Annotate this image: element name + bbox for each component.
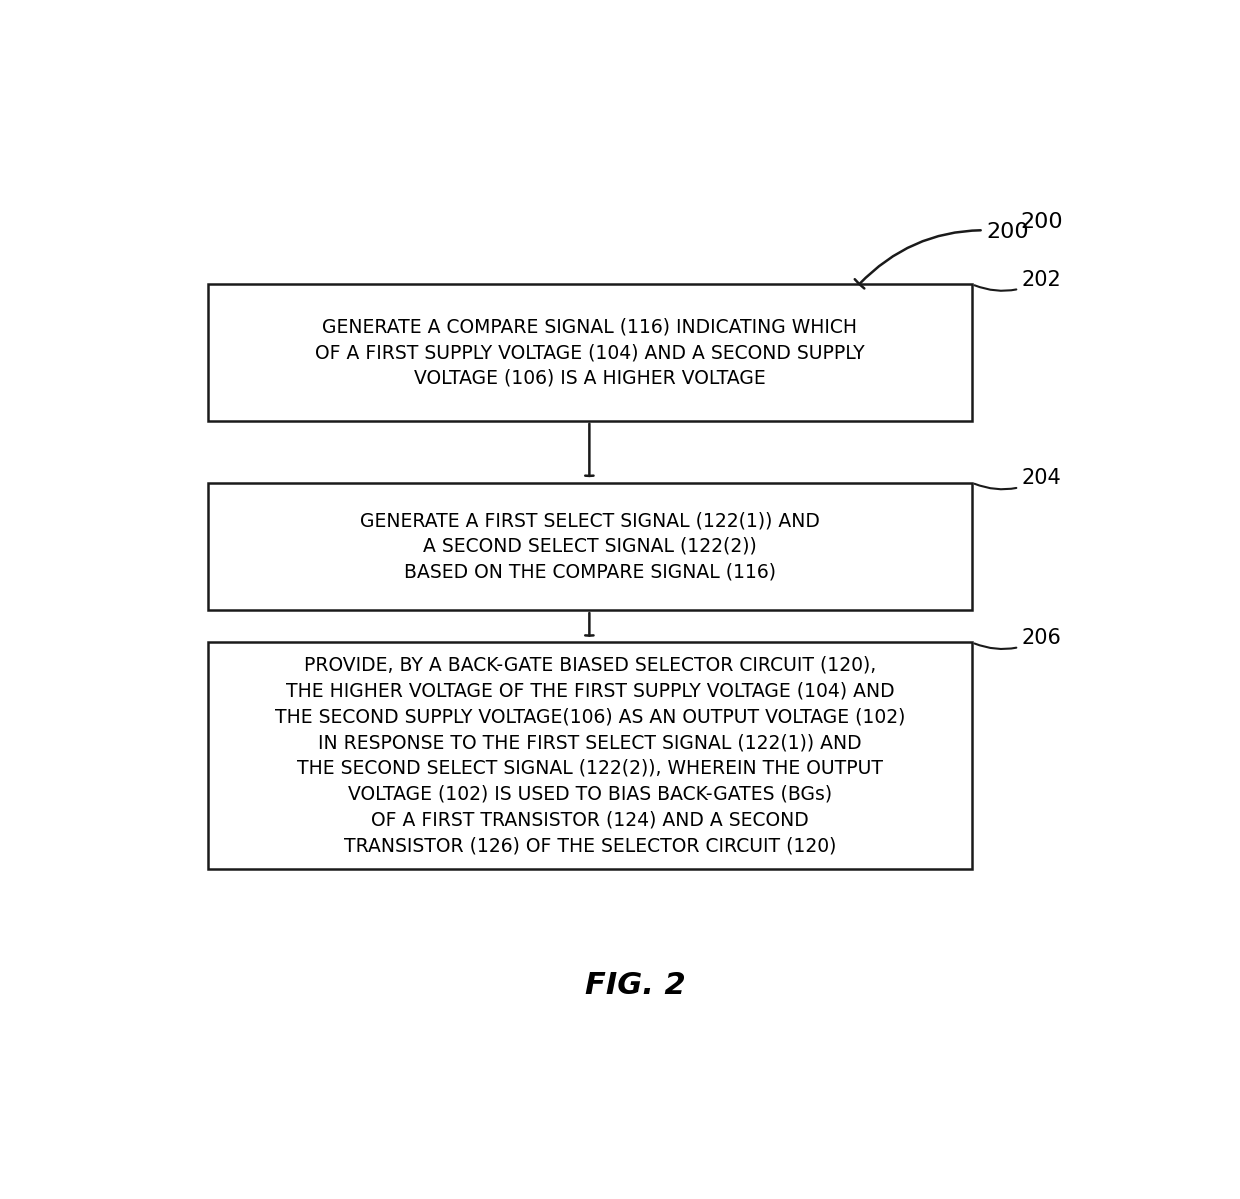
Text: 200: 200 bbox=[1019, 212, 1063, 233]
Text: 206: 206 bbox=[975, 628, 1061, 649]
Text: FIG. 2: FIG. 2 bbox=[585, 971, 686, 1000]
Text: PROVIDE, BY A BACK-GATE BIASED SELECTOR CIRCUIT (120),
THE HIGHER VOLTAGE OF THE: PROVIDE, BY A BACK-GATE BIASED SELECTOR … bbox=[275, 656, 905, 855]
FancyBboxPatch shape bbox=[208, 284, 972, 421]
Text: 202: 202 bbox=[975, 270, 1061, 291]
FancyBboxPatch shape bbox=[208, 643, 972, 868]
Text: GENERATE A FIRST SELECT SIGNAL (122(1)) AND
A SECOND SELECT SIGNAL (122(2))
BASE: GENERATE A FIRST SELECT SIGNAL (122(1)) … bbox=[360, 511, 820, 582]
FancyBboxPatch shape bbox=[208, 483, 972, 610]
Text: 204: 204 bbox=[975, 468, 1061, 489]
Text: GENERATE A COMPARE SIGNAL (116) INDICATING WHICH
OF A FIRST SUPPLY VOLTAGE (104): GENERATE A COMPARE SIGNAL (116) INDICATI… bbox=[315, 318, 864, 387]
Text: 200: 200 bbox=[854, 222, 1029, 289]
